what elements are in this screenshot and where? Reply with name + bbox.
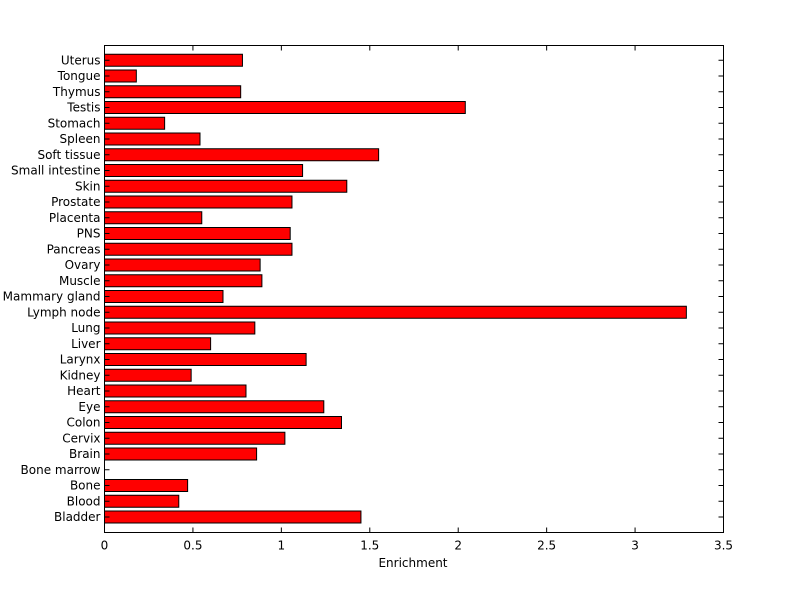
bar-heart [104,384,247,398]
x-tick-label: 2.5 [537,539,556,553]
bar-colon [104,416,342,429]
y-tick-label: PNS [77,227,101,241]
y-tick-label: Placenta [49,211,101,225]
y-tick-label: Lung [71,321,100,335]
bar-skin [104,179,348,193]
x-tick-label: 0.5 [183,539,202,553]
x-tick-label: 1.5 [360,539,379,553]
bar-bladder [104,510,362,524]
bar-muscle [104,274,263,288]
y-tick-label: Brain [69,447,100,461]
y-tick-label: Bladder [54,510,101,524]
bar-lymph-node [104,305,687,319]
y-tick-label: Heart [67,384,101,398]
y-tick-label: Tongue [57,69,101,83]
y-tick-label: Skin [75,179,101,193]
y-tick-label: Bone [70,479,101,493]
y-tick-label: Lymph node [27,305,100,319]
y-tick-label: Blood [67,494,101,508]
bar-larynx [104,353,307,366]
y-tick-label: Cervix [62,431,100,445]
x-tick-label: 1 [278,539,286,553]
y-tick-label: Uterus [61,53,101,67]
x-tick-label: 0 [101,539,109,553]
y-tick-label: Larynx [60,353,101,367]
x-tick-label: 3.5 [714,539,733,553]
x-ticks-layer: 0 0.5 1 1.5 2 2.5 3 3.5 [101,45,733,553]
bar-prostate [104,195,293,209]
y-tick-label: Small intestine [11,164,100,178]
y-tick-label: Liver [71,337,101,351]
plot-area-frame [104,45,724,533]
y-tick-label: Ovary [65,258,101,272]
y-tick-label: Pancreas [47,242,101,256]
bar-thymus [104,85,242,99]
bar-uterus [104,53,243,67]
bar-soft-tissue [104,148,380,162]
y-tick-label: Kidney [60,368,101,382]
y-tick-label: Soft tissue [37,148,100,162]
y-tick-label: Mammary gland [3,290,101,304]
y-tick-label: Colon [66,416,100,430]
bar-pns [104,227,291,240]
bar-lung [104,321,256,335]
bar-testis [104,101,466,114]
bar-spleen [104,132,201,146]
y-tick-label: Thymus [52,85,101,99]
y-tick-label: Bone marrow [21,463,101,477]
y-tick-label: Prostate [51,195,100,209]
bars-layer [104,53,687,524]
y-tick-label: Muscle [59,274,101,288]
bar-cervix [104,431,286,445]
x-tick-label: 2 [454,539,462,553]
bar-mammary-gland [104,290,224,303]
y-tick-label: Stomach [48,116,101,130]
bar-bone [104,479,189,492]
x-tick-label: 3 [631,539,639,553]
bar-kidney [104,368,192,382]
bar-eye [104,400,325,414]
y-tick-label: Testis [66,101,100,115]
bar-blood [104,494,180,508]
bar-small-intestine [104,164,304,177]
y-tick-label: Spleen [60,132,101,146]
bar-brain [104,447,258,461]
x-axis-label: Enrichment [378,556,447,570]
bar-placenta [104,211,203,225]
bar-stomach [104,116,166,130]
bar-ovary [104,258,261,272]
bar-liver [104,337,212,351]
y-tick-label: Eye [78,400,100,414]
bar-pancreas [104,242,293,256]
